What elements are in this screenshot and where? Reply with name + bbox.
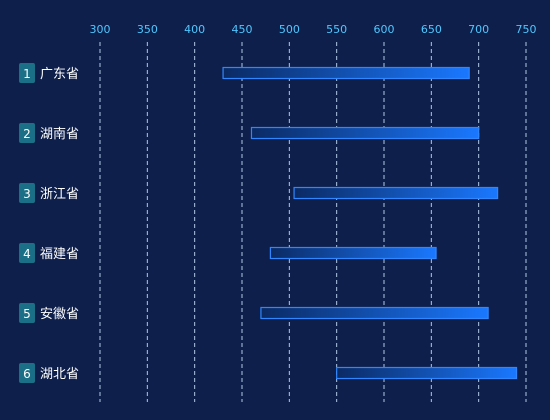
category-label: 湖南省: [40, 126, 79, 142]
bars: [222, 66, 518, 380]
rank-badge: [19, 363, 35, 383]
range-bar: [222, 66, 470, 80]
x-tick-label: 300: [90, 23, 111, 36]
x-tick-label: 500: [279, 23, 300, 36]
category-label: 浙江省: [40, 187, 79, 202]
rank-number: 3: [23, 187, 31, 201]
category-label: 福建省: [40, 247, 79, 262]
range-bar: [260, 306, 489, 320]
x-tick-label: 700: [468, 23, 489, 36]
x-tick-label: 650: [421, 23, 442, 36]
category-label: 湖北省: [40, 367, 79, 382]
x-tick-label: 400: [184, 23, 205, 36]
rank-number: 6: [23, 367, 31, 381]
rank-badge: [19, 303, 35, 323]
x-axis-ticks: 300 350 400 450 500 550 600 650 700 750: [90, 23, 537, 36]
x-tick-label: 550: [326, 23, 347, 36]
category-labels: 1 广东省 2 湖南省 3 浙江省 4 福建省 5 安徽省 6 湖北省: [19, 63, 79, 383]
rank-number: 1: [23, 67, 31, 81]
x-tick-label: 600: [374, 23, 395, 36]
rank-number: 2: [23, 127, 31, 141]
range-bar: [336, 366, 518, 380]
range-bar: [293, 186, 499, 200]
rank-badge: [19, 183, 35, 203]
rank-badge: [19, 63, 35, 83]
rank-badge: [19, 243, 35, 263]
x-tick-label: 750: [516, 23, 537, 36]
x-tick-label: 350: [137, 23, 158, 36]
rank-number: 5: [23, 307, 31, 321]
rank-number: 4: [23, 247, 31, 261]
gridlines: [99, 42, 527, 402]
range-bar: [269, 246, 437, 260]
range-bar: [250, 126, 480, 140]
category-label: 广东省: [40, 67, 79, 82]
rank-badge: [19, 123, 35, 143]
x-tick-label: 450: [232, 23, 253, 36]
category-label: 安徽省: [40, 307, 79, 322]
